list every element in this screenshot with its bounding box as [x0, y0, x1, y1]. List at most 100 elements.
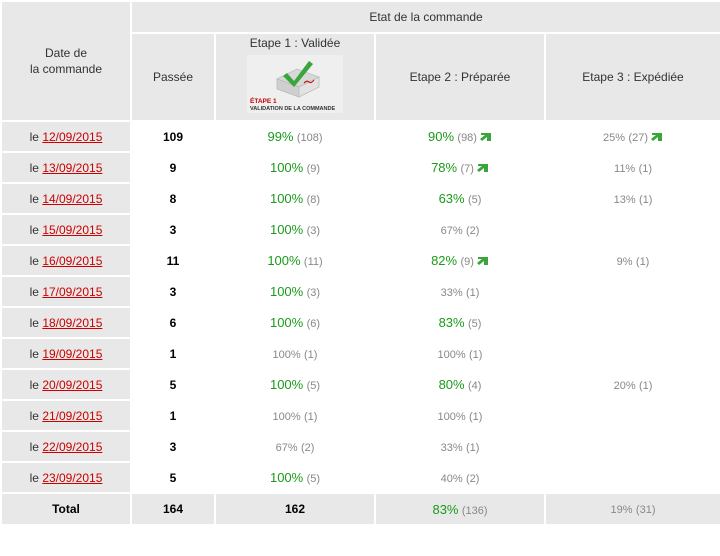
order-date-link[interactable]: 18/09/2015 — [42, 315, 103, 330]
etape2-cell: 83% (5) — [376, 308, 544, 337]
etape1-cell: 100% (6) — [216, 308, 374, 337]
etape2-cell: 67% (2) — [376, 215, 544, 244]
total-row: Total 164 162 83% (136) 19% (31) — [2, 494, 720, 524]
order-date-link[interactable]: 21/09/2015 — [42, 408, 103, 423]
etape2-pct: 33% — [440, 286, 463, 299]
etape1-pct: 100% — [269, 222, 304, 237]
table-row: le 18/09/2015 6 100% (6) 83% (5) — [2, 308, 720, 337]
etape2-pct: 90% — [428, 129, 455, 144]
etape3-cell: 9% (1) — [546, 246, 720, 275]
etape1-header-label: Etape 1 : Validée — [249, 36, 341, 50]
etape2-pct: 63% — [438, 191, 465, 206]
passee-count: 9 — [169, 160, 177, 175]
order-status-group-header: Etat de la commande — [132, 2, 720, 32]
etape2-pct: 100% — [437, 410, 466, 423]
date-prefix: le — [29, 346, 43, 361]
etape1-count: (2) — [300, 441, 315, 454]
etape2-pct: 33% — [440, 441, 463, 454]
trend-up-arrow-icon — [474, 161, 489, 175]
table-row: le 12/09/2015 109 99% (108) 90% (98) 25% (27… — [2, 122, 720, 151]
etape1-cell: 67% (2) — [216, 432, 374, 461]
table-row: le 13/09/2015 9 100% (9) 78% (7) 11% (1) — [2, 153, 720, 182]
date-prefix: le — [29, 408, 43, 423]
etape1-pct: 100% — [269, 284, 304, 299]
order-date-cell: le 15/09/2015 — [2, 215, 130, 244]
checkmark-icon: ÉTAPE 1 VALIDATION DE LA COMMANDE — [247, 55, 343, 113]
passee-count: 3 — [169, 284, 177, 299]
order-date-link[interactable]: 17/09/2015 — [42, 284, 103, 299]
etape3-count: (27) — [628, 131, 648, 144]
order-date-link[interactable]: 15/09/2015 — [42, 222, 103, 237]
etape3-count: (1) — [638, 193, 653, 206]
etape1-cell: 100% (11) — [216, 246, 374, 275]
order-date-link[interactable]: 19/09/2015 — [42, 346, 103, 361]
order-date-cell: le 18/09/2015 — [2, 308, 130, 337]
etape3-pct: 11% — [614, 162, 636, 175]
order-date-link[interactable]: 13/09/2015 — [42, 160, 103, 175]
etape3-column-header: Etape 3 : Expédiée — [546, 34, 720, 120]
etape3-cell: 20% (1) — [546, 370, 720, 399]
etape2-pct: 80% — [438, 377, 465, 392]
etape2-count: (2) — [465, 224, 480, 237]
etape2-count: (1) — [465, 441, 480, 454]
trend-up-arrow-icon — [648, 130, 663, 144]
order-date-cell: le 13/09/2015 — [2, 153, 130, 182]
etape2-count: (1) — [469, 410, 483, 423]
order-date-link[interactable]: 23/09/2015 — [42, 470, 103, 485]
etape2-column-header: Etape 2 : Préparée — [376, 34, 544, 120]
etape1-pct: 100% — [269, 315, 304, 330]
date-prefix: le — [29, 253, 43, 268]
etape1-pct: 100% — [272, 410, 301, 423]
date-prefix: le — [29, 129, 43, 144]
total-etape3-cell: 19% (31) — [546, 494, 720, 524]
etape1-cell: 100% (9) — [216, 153, 374, 182]
etape1-count: (6) — [306, 318, 321, 330]
etape2-cell: 100% (1) — [376, 339, 544, 368]
badge-step-text: ÉTAPE 1 — [250, 96, 277, 105]
passee-count: 1 — [169, 346, 177, 361]
etape1-count: (11) — [303, 256, 323, 268]
trend-up-arrow-icon — [477, 130, 492, 144]
etape3-cell — [546, 432, 720, 461]
order-date-link[interactable]: 12/09/2015 — [42, 129, 103, 144]
order-date-link[interactable]: 14/09/2015 — [42, 191, 103, 206]
etape2-cell: 33% (1) — [376, 432, 544, 461]
table-row: le 16/09/2015 11 100% (11) 82% (9) 9% (1) — [2, 246, 720, 275]
date-prefix: le — [29, 315, 43, 330]
etape3-count: (1) — [638, 162, 653, 175]
etape1-cell: 100% (5) — [216, 463, 374, 492]
order-date-cell: le 21/09/2015 — [2, 401, 130, 430]
etape2-count: (1) — [465, 286, 480, 299]
date-prefix: le — [29, 191, 43, 206]
etape2-cell: 63% (5) — [376, 184, 544, 213]
order-date-link[interactable]: 16/09/2015 — [42, 253, 103, 268]
passee-count: 11 — [166, 253, 180, 268]
order-date-cell: le 16/09/2015 — [2, 246, 130, 275]
etape1-count: (3) — [306, 287, 321, 299]
order-date-cell: le 20/09/2015 — [2, 370, 130, 399]
etape2-cell: 40% (2) — [376, 463, 544, 492]
etape3-pct: 13% — [613, 193, 636, 206]
etape2-cell: 100% (1) — [376, 401, 544, 430]
passee-count: 3 — [169, 439, 177, 454]
etape3-cell — [546, 277, 720, 306]
passee-column-header: Passée — [132, 34, 214, 120]
total-etape3-count: (31) — [635, 504, 656, 516]
order-date-link[interactable]: 20/09/2015 — [42, 377, 103, 392]
etape3-cell: 13% (1) — [546, 184, 720, 213]
etape2-count: (2) — [465, 472, 480, 485]
etape2-cell: 78% (7) — [376, 153, 544, 182]
order-date-cell: le 12/09/2015 — [2, 122, 130, 151]
etape2-count: (5) — [467, 194, 482, 206]
etape2-pct: 100% — [437, 348, 466, 361]
etape1-count: (5) — [306, 473, 321, 485]
total-etape2-count: (136) — [461, 504, 488, 517]
etape2-pct: 67% — [440, 224, 463, 237]
etape3-cell — [546, 215, 720, 244]
order-date-link[interactable]: 22/09/2015 — [42, 439, 103, 454]
table-body: le 12/09/2015 109 99% (108) 90% (98) 25% (27… — [2, 122, 720, 492]
etape1-pct: 100% — [269, 191, 304, 206]
etape1-count: (8) — [306, 194, 321, 206]
etape2-pct: 40% — [440, 472, 463, 485]
date-prefix: le — [29, 470, 43, 485]
